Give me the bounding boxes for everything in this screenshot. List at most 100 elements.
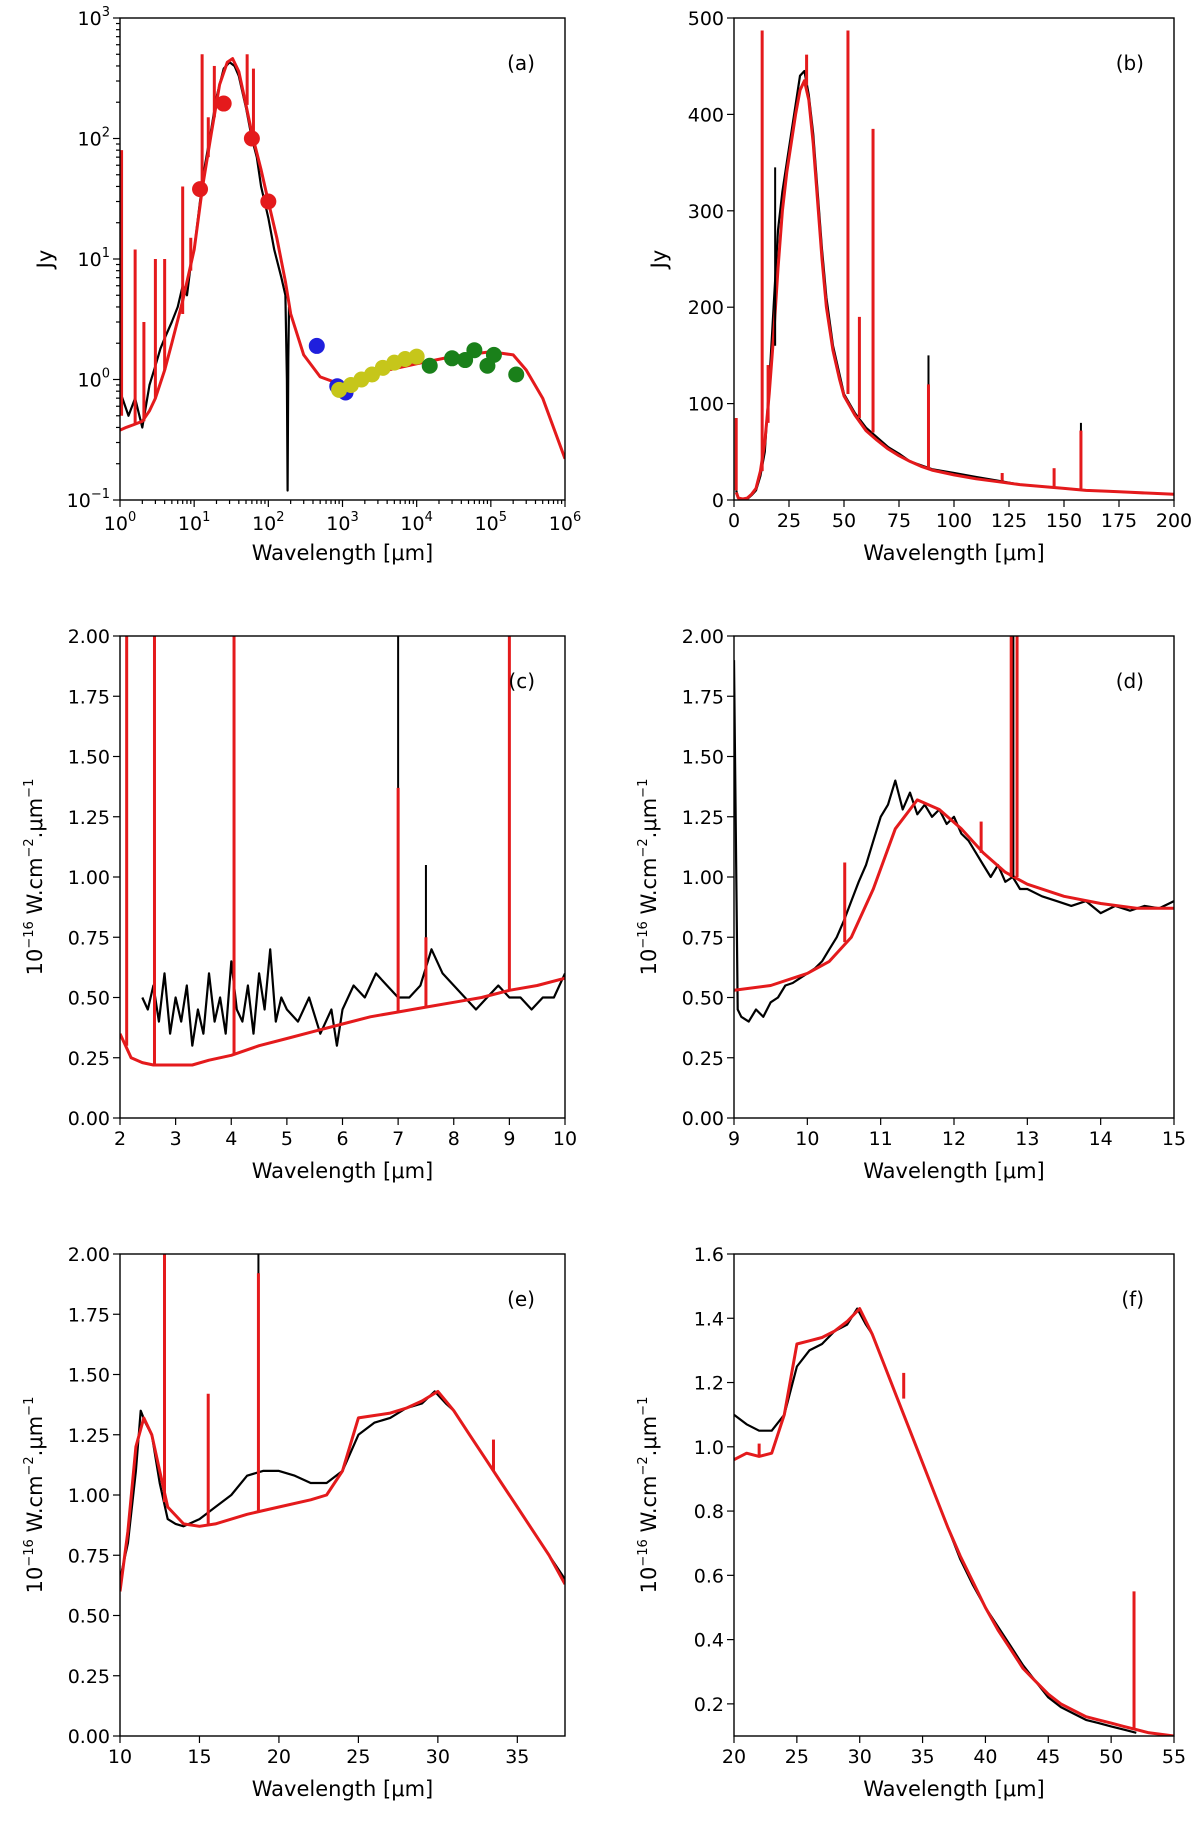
x-tick-label-b-3: 75 [887,510,911,532]
plot-area-a [120,54,565,492]
x-axis-label-e: Wavelength [μm] [252,1777,433,1801]
y-axis-label-unit2: .μm [637,798,661,839]
y-tick-label-a-3-base: 10 [78,129,102,151]
x-tick-label-b-2: 50 [832,510,856,532]
x-tick-label-f-0: 20 [722,1746,746,1768]
plot-area-c [120,636,565,1067]
y-tick-label-e-7: 1.75 [68,1304,110,1326]
model-spectrum-e [120,1389,565,1592]
y-axis-label-exp: −16 [636,921,651,948]
y-tick-label-d-7: 1.75 [682,686,724,708]
y-tick-label-c-3: 0.75 [68,927,110,949]
x-axis-label-b: Wavelength [μm] [863,541,1044,565]
x-axis-label-a: Wavelength [μm] [252,541,433,565]
x-tick-label-e-3: 25 [346,1746,370,1768]
photometry-point-green-21 [508,366,525,383]
y-tick-label-b-5: 500 [688,8,724,30]
y-tick-label-a-1-exponent: 0 [102,367,110,382]
y-axis-label-f: 10−16 W.cm−2.μm−1 [636,1397,661,1594]
photometry-point-red-0 [192,181,209,198]
y-axis-label-a: Jy [33,250,57,271]
y-axis-label-unit: W.cm [23,1475,47,1539]
x-tick-label-b-5: 125 [991,510,1027,532]
observed-spectrum-b [735,69,1174,500]
x-tick-label-a-3: 103 [326,510,358,535]
y-tick-label-d-6: 1.50 [682,747,724,769]
y-tick-label-d-3: 0.75 [682,927,724,949]
y-axis-label-exp: −16 [22,921,37,948]
x-tick-label-b-6: 150 [1046,510,1082,532]
x-tick-label-e-4: 30 [426,1746,450,1768]
x-tick-label-f-3: 35 [910,1746,934,1768]
photometry-point-red-2 [243,130,260,147]
x-tick-label-a-0-exponent: 0 [128,510,136,525]
x-tick-label-e-1: 15 [187,1746,211,1768]
y-tick-label-d-1: 0.25 [682,1048,724,1070]
photometry-point-red-3 [260,193,277,210]
x-tick-label-a-3-exponent: 3 [350,510,358,525]
x-tick-label-c-2: 4 [225,1128,237,1150]
axes-frame-c [119,635,566,1119]
plot-area-b [734,30,1174,500]
x-tick-label-e-5: 35 [505,1746,529,1768]
x-tick-label-a-0-base: 10 [104,513,128,535]
observed-spectrum-a [120,61,292,492]
y-tick-label-c-6: 1.50 [68,747,110,769]
observed-spectrum-d [734,660,1174,1023]
y-tick-label-b-3: 300 [688,201,724,223]
y-tick-label-b-0: 0 [712,490,724,512]
x-axis-label-d: Wavelength [μm] [863,1159,1044,1183]
axes-frame-e [119,1253,566,1737]
x-tick-label-b-4: 100 [936,510,972,532]
y-tick-label-a-0-exponent: −1 [91,487,110,502]
plot-area-d [734,636,1174,1023]
y-tick-label-e-3: 0.75 [68,1545,110,1567]
x-axis-label-c: Wavelength [μm] [252,1159,433,1183]
y-axis-label-prefix: 10 [23,949,47,976]
y-tick-label-e-4: 1.00 [68,1485,110,1507]
y-axis-label-unit2: .μm [23,798,47,839]
x-tick-label-c-4: 6 [336,1128,348,1150]
y-tick-label-d-4: 1.00 [682,867,724,889]
x-tick-label-f-7: 55 [1162,1746,1186,1768]
x-tick-label-a-0: 100 [104,510,136,535]
x-tick-label-b-0: 0 [728,510,740,532]
y-tick-label-e-5: 1.25 [68,1425,110,1447]
observed-spectrum-c [141,948,565,1047]
x-tick-label-b-1: 25 [777,510,801,532]
panel-f: 20 25 30 35 40 45 50 55 0.2 0.4 0.6 0.8 1.0 1.2 1.4 1.6… [636,1244,1186,1801]
model-spectrum-c [120,976,565,1067]
x-tick-label-f-6: 50 [1099,1746,1123,1768]
x-tick-label-a-6-base: 10 [549,513,573,535]
x-tick-label-a-1-exponent: 1 [202,510,210,525]
y-tick-label-d-8: 2.00 [682,626,724,648]
y-tick-label-c-4: 1.00 [68,867,110,889]
y-axis-label-unit2: .μm [637,1416,661,1457]
y-tick-label-e-8: 2.00 [68,1244,110,1266]
x-tick-label-a-2-base: 10 [252,513,276,535]
x-tick-label-a-1-base: 10 [178,513,202,535]
y-tick-label-a-4-exponent: 3 [102,5,110,20]
y-axis-label-prefix: 10 [23,1567,47,1594]
y-axis-label-e: 10−16 W.cm−2.μm−1 [22,1397,47,1594]
panel-label-e: (e) [507,1287,535,1311]
y-axis-label-prefix: 10 [637,1567,661,1594]
x-tick-label-a-4-base: 10 [400,513,424,535]
y-tick-label-a-2-exponent: 1 [102,246,110,261]
x-tick-label-c-7: 9 [503,1128,515,1150]
x-tick-label-e-2: 20 [267,1746,291,1768]
x-tick-label-d-2: 11 [869,1128,893,1150]
axes-frame-f [733,1253,1175,1737]
y-tick-label-f-3: 0.8 [694,1501,724,1523]
model-spectrum-f [734,1307,1174,1736]
y-tick-label-f-0: 0.2 [694,1694,724,1716]
y-tick-label-a-4: 103 [78,5,110,30]
y-tick-label-a-3: 102 [78,126,110,151]
y-tick-label-f-4: 1.0 [694,1437,724,1459]
panel-label-f: (f) [1121,1287,1144,1311]
axes-frame-d [733,635,1175,1119]
photometry-point-red-1 [215,95,232,112]
x-tick-label-d-3: 12 [942,1128,966,1150]
x-tick-label-a-4: 104 [400,510,432,535]
x-tick-label-d-5: 14 [1089,1128,1113,1150]
